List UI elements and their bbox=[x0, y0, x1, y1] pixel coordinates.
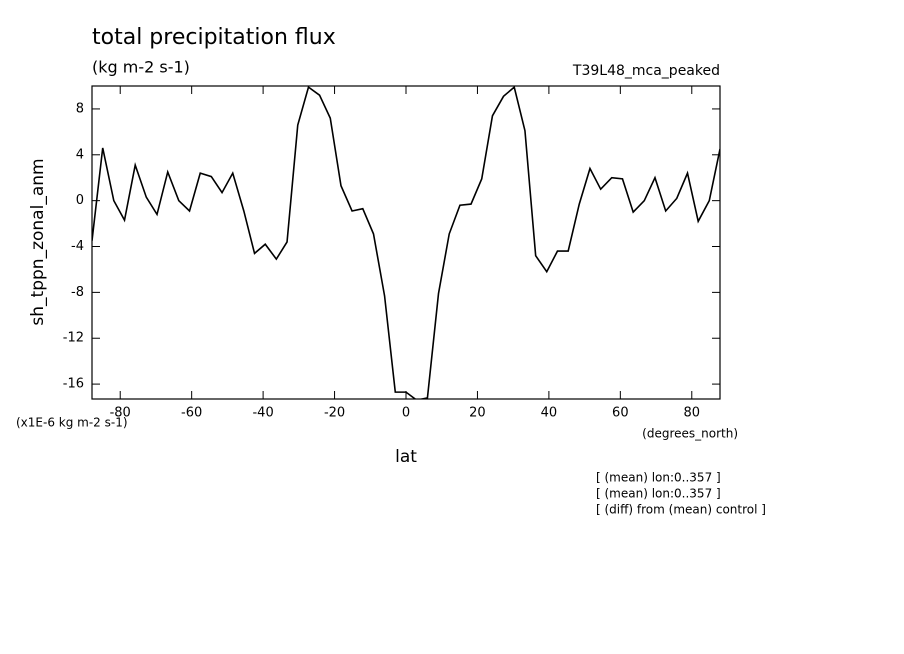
y-tick-label: -12 bbox=[63, 331, 84, 346]
y-axis-units: (x1E-6 kg m-2 s-1) bbox=[16, 416, 128, 430]
y-tick-label: -16 bbox=[63, 377, 84, 392]
x-tick-label: -80 bbox=[110, 406, 131, 421]
y-tick-label: 8 bbox=[76, 101, 84, 116]
y-axis-label: sh_tppn_zonal_anm bbox=[28, 158, 48, 325]
x-tick-label: 20 bbox=[469, 406, 486, 421]
chart-title: total precipitation flux bbox=[92, 25, 336, 50]
x-tick-label: 0 bbox=[402, 406, 410, 421]
dataset-label: T39L48_mca_peaked bbox=[572, 63, 720, 79]
x-tick-label: 60 bbox=[612, 406, 629, 421]
x-tick-label: 80 bbox=[684, 406, 701, 421]
x-tick-label: -40 bbox=[252, 406, 273, 421]
note: [ (mean) lon:0..357 ] bbox=[596, 471, 721, 485]
x-tick-label: -60 bbox=[181, 406, 202, 421]
plot-frame bbox=[91, 85, 721, 400]
note: [ (diff) from (mean) control ] bbox=[596, 503, 766, 517]
x-tick-label: 40 bbox=[541, 406, 558, 421]
y-tick-label: 0 bbox=[76, 193, 84, 208]
y-tick-label: -8 bbox=[71, 285, 84, 300]
x-axis-label: lat bbox=[395, 447, 417, 467]
x-axis-units: (degrees_north) bbox=[642, 427, 738, 441]
note: [ (mean) lon:0..357 ] bbox=[596, 487, 721, 501]
chart-subtitle: (kg m-2 s-1) bbox=[92, 58, 190, 77]
data-line bbox=[92, 86, 720, 399]
y-tick-label: -4 bbox=[71, 239, 84, 254]
x-tick-label: -20 bbox=[324, 406, 345, 421]
y-tick-label: 4 bbox=[76, 147, 84, 162]
